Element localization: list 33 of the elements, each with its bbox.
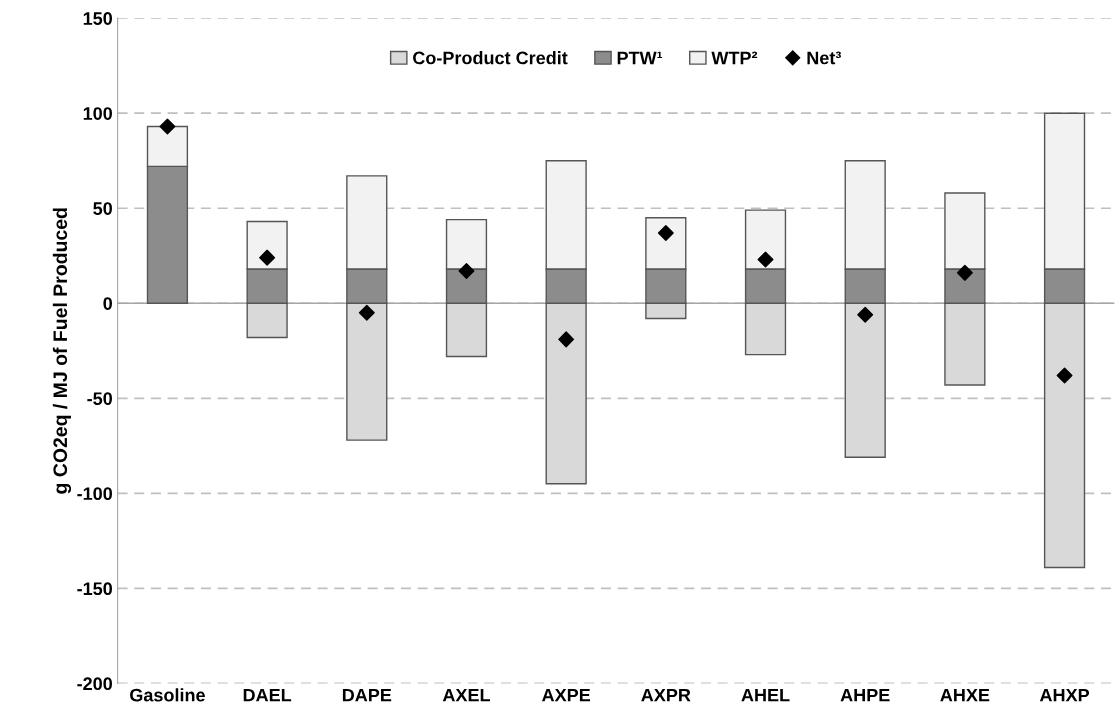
x-tick-label: AHXP: [1039, 688, 1090, 702]
legend-label: PTW¹: [617, 51, 663, 65]
y-tick-label: -200: [77, 677, 112, 691]
x-tick-label: AHXE: [940, 688, 990, 702]
x-tick-label: AHEL: [741, 688, 790, 702]
y-tick-label: 100: [83, 107, 112, 120]
y-axis-title: g CO2eq / MJ of Fuel Produced: [52, 208, 72, 494]
y-tick-label: -100: [77, 487, 112, 501]
x-tick-label: AHPE: [840, 688, 890, 702]
point: [956, 264, 973, 281]
y-tick-label: 0: [103, 297, 112, 310]
x-tick-label: DAEL: [243, 688, 292, 702]
point: [857, 306, 874, 323]
point: [159, 118, 176, 135]
point: [1056, 367, 1073, 384]
x-tick-label: AXPE: [542, 688, 591, 702]
x-tick-label: DAPE: [342, 688, 392, 702]
point: [458, 262, 475, 279]
x-tick-label: Gasoline: [130, 688, 205, 702]
x-tick-label: AXPR: [641, 688, 691, 702]
legend-label: WTP²: [711, 51, 758, 65]
point: [657, 224, 674, 241]
point: [358, 304, 375, 321]
point: [558, 331, 575, 348]
legend-label: Co-Product Credit: [413, 51, 568, 65]
legend-label: Net³: [807, 51, 841, 65]
y-tick-label: -50: [87, 392, 112, 406]
y-tick-label: 50: [93, 202, 112, 215]
point: [757, 251, 774, 268]
y-tick-label: -150: [77, 582, 112, 596]
x-tick-label: AXEL: [442, 688, 490, 702]
point: [259, 249, 276, 266]
y-tick-label: 150: [83, 12, 112, 25]
